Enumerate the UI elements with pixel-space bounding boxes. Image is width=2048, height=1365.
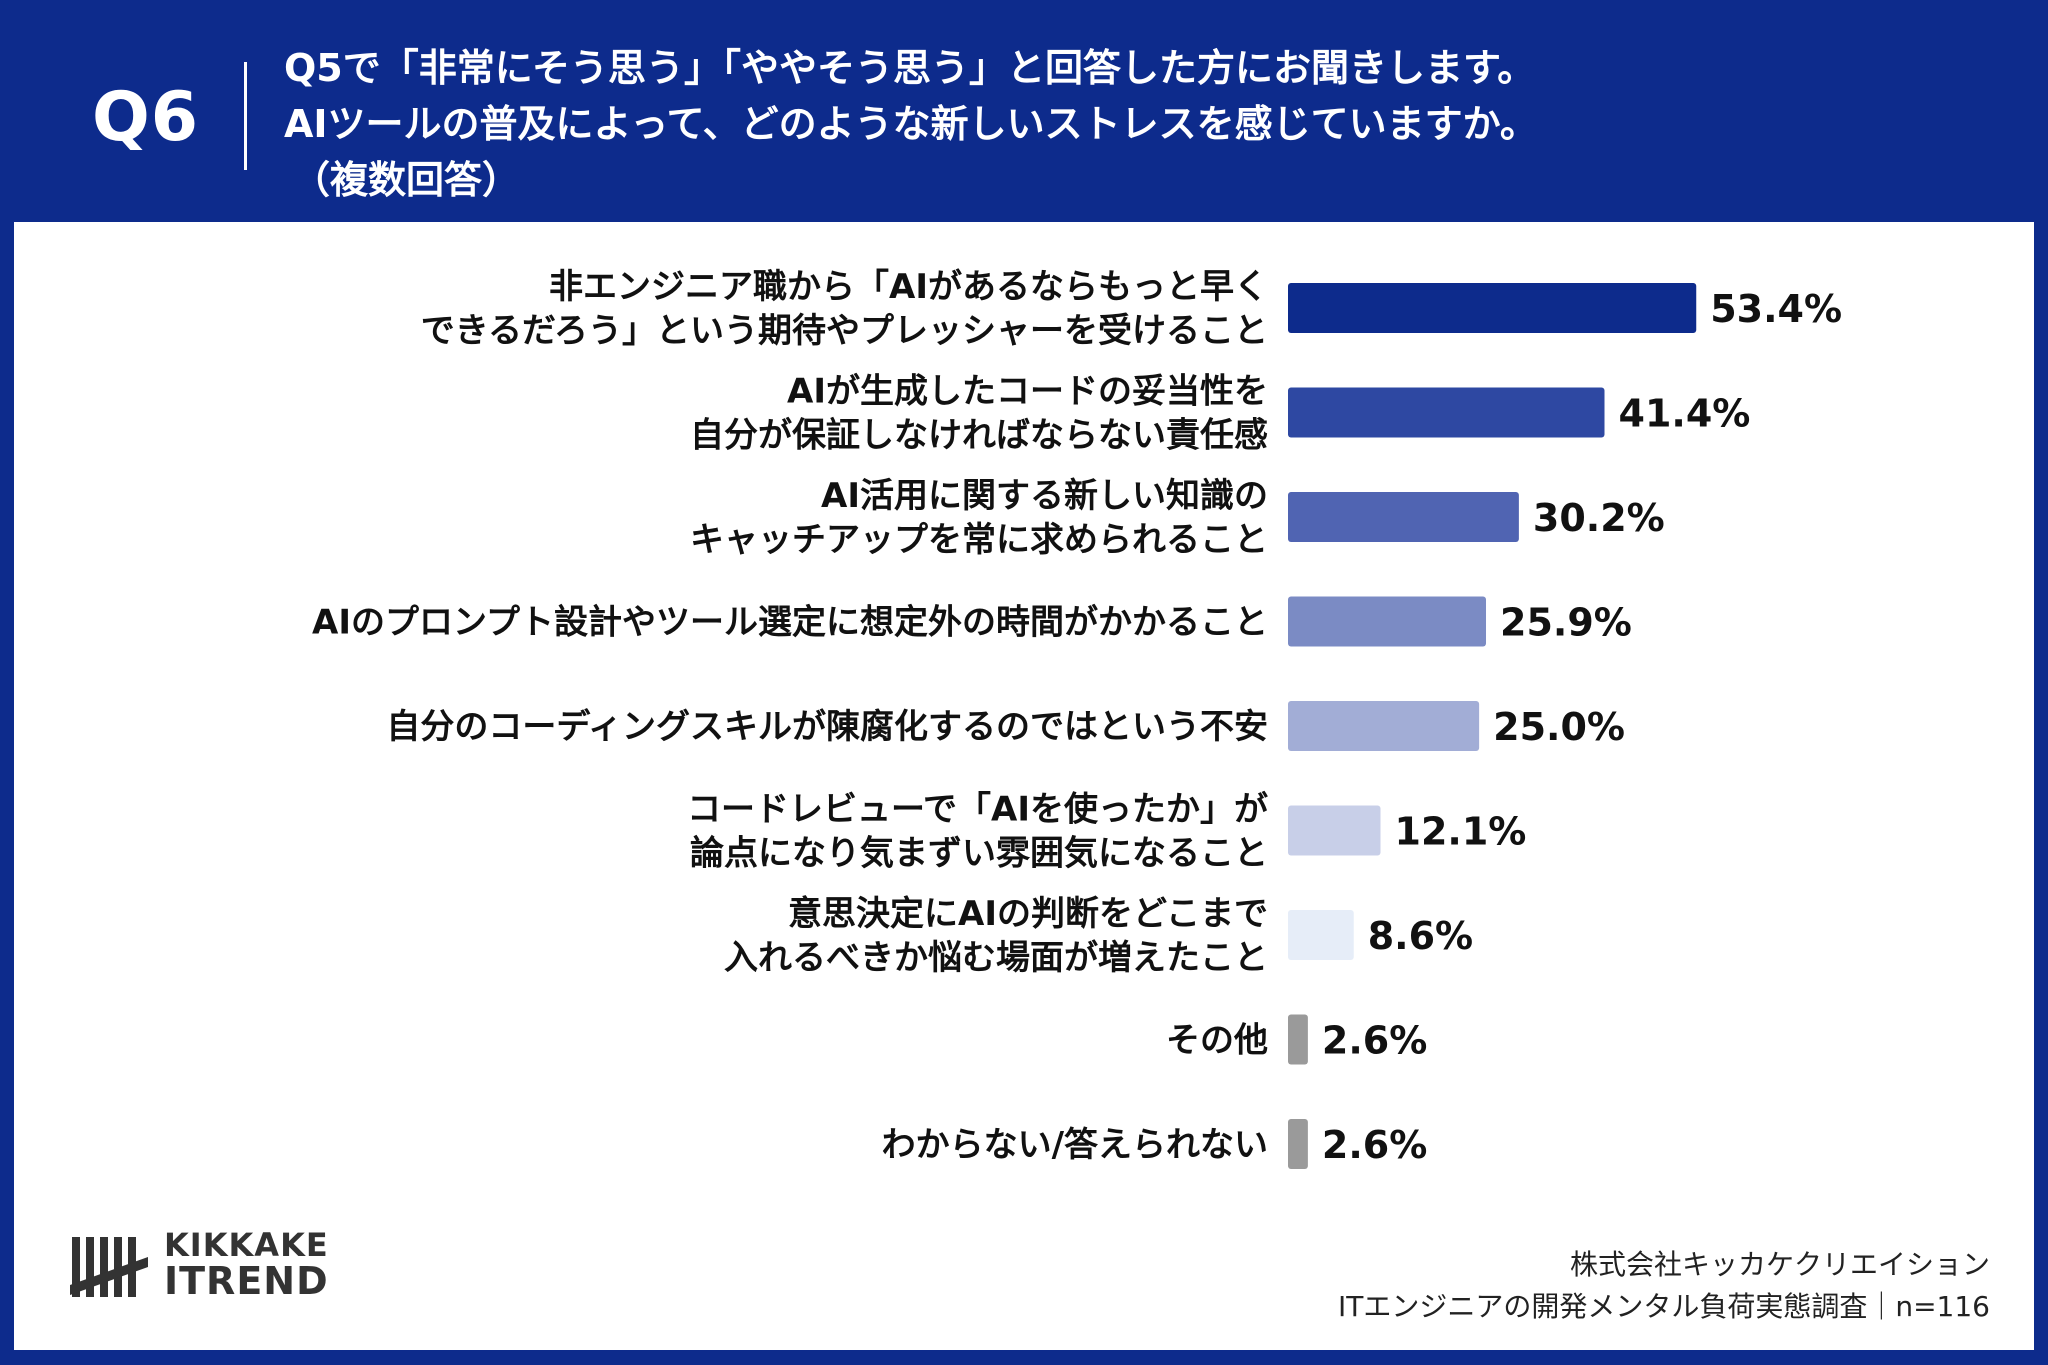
bar-4 <box>1288 596 1487 647</box>
logo-line-1: KIKKAKE <box>164 1226 329 1264</box>
bar-6 <box>1288 805 1381 856</box>
bar-5 <box>1288 701 1480 751</box>
category-label-7-line-2: 入れるべきか悩む場面が増えたこと <box>724 938 1268 978</box>
bar-3 <box>1288 492 1519 542</box>
question-text: Q5で「非常にそう思う」「ややそう思う」と回答した方にお聞きします。 AIツール… <box>284 40 1538 208</box>
bar-2 <box>1288 387 1605 438</box>
category-label-8: その他 <box>1166 1021 1268 1061</box>
category-label-4: AIのプロンプト設計やツール選定に想定外の時間がかかること <box>312 603 1268 643</box>
logo-line-2: ITREND <box>164 1259 329 1303</box>
bar-chart: 53.4% 非エンジニア職から「AIがあるならもっと早くできるだろう」という期待や… <box>312 267 1842 1169</box>
value-label-4: 25.9% <box>1500 601 1632 645</box>
value-label-8: 2.6% <box>1322 1019 1427 1063</box>
category-label-9: わからない/答えられない <box>882 1125 1268 1165</box>
header: Q6 Q5で「非常にそう思う」「ややそう思う」と回答した方にお聞きします。 AI… <box>0 0 2048 222</box>
value-label-3: 30.2% <box>1533 496 1665 540</box>
category-label-2-line-2: 自分が保証しなければならない責任感 <box>690 416 1268 456</box>
question-line-2: AIツールの普及によって、どのような新しいストレスを感じていますか。 <box>284 102 1538 146</box>
value-label-9: 2.6% <box>1322 1123 1427 1167</box>
credit: 株式会社キッカケクリエイション ITエンジニアの開発メンタル負荷実態調査｜n=1… <box>1338 1244 1990 1328</box>
value-label-1: 53.4% <box>1710 287 1842 331</box>
survey-name: ITエンジニアの開発メンタル負荷実態調査｜n=116 <box>1337 1290 1990 1323</box>
question-note: （複数回答） <box>292 158 521 202</box>
value-label-5: 25.0% <box>1493 705 1625 749</box>
category-label-1-line-1: 非エンジニア職から「AIがあるならもっと早く <box>549 267 1268 307</box>
bar-8 <box>1288 1014 1308 1065</box>
category-label-3-line-1: AI活用に関する新しい知識の <box>821 476 1268 516</box>
company-name: 株式会社キッカケクリエイション <box>1569 1248 1990 1281</box>
category-label-5: 自分のコーディングスキルが陳腐化するのではという不安 <box>386 707 1268 747</box>
category-label-3-line-2: キャッチアップを常に求められること <box>690 520 1268 560</box>
logo-mark-icon <box>70 1237 148 1297</box>
category-label-1-line-2: できるだろう」という期待やプレッシャーを受けること <box>421 311 1268 351</box>
value-label-2: 41.4% <box>1619 392 1751 436</box>
question-number: Q6 <box>92 78 200 157</box>
header-divider <box>244 62 247 170</box>
value-label-6: 12.1% <box>1395 810 1527 854</box>
bar-9 <box>1288 1119 1308 1169</box>
bar-7 <box>1288 910 1354 960</box>
category-label-6-line-2: 論点になり気まずい雰囲気になること <box>690 834 1268 874</box>
category-label-7-line-1: 意思決定にAIの判断をどこまで <box>788 894 1268 934</box>
category-label-6-line-1: コードレビューで「AIを使ったか」が <box>687 790 1268 830</box>
question-line-1: Q5で「非常にそう思う」「ややそう思う」と回答した方にお聞きします。 <box>284 46 1536 90</box>
category-label-2-line-1: AIが生成したコードの妥当性を <box>787 372 1268 412</box>
value-label-7: 8.6% <box>1368 914 1473 958</box>
logo-wordmark: KIKKAKE ITREND <box>164 1226 329 1303</box>
chart-panel: 53.4% 非エンジニア職から「AIがあるならもっと早く できるだろう」という期待や… <box>14 222 2034 1350</box>
bar-1 <box>1288 283 1697 333</box>
kikkake-itrend-logo: KIKKAKE ITREND <box>70 1227 330 1307</box>
